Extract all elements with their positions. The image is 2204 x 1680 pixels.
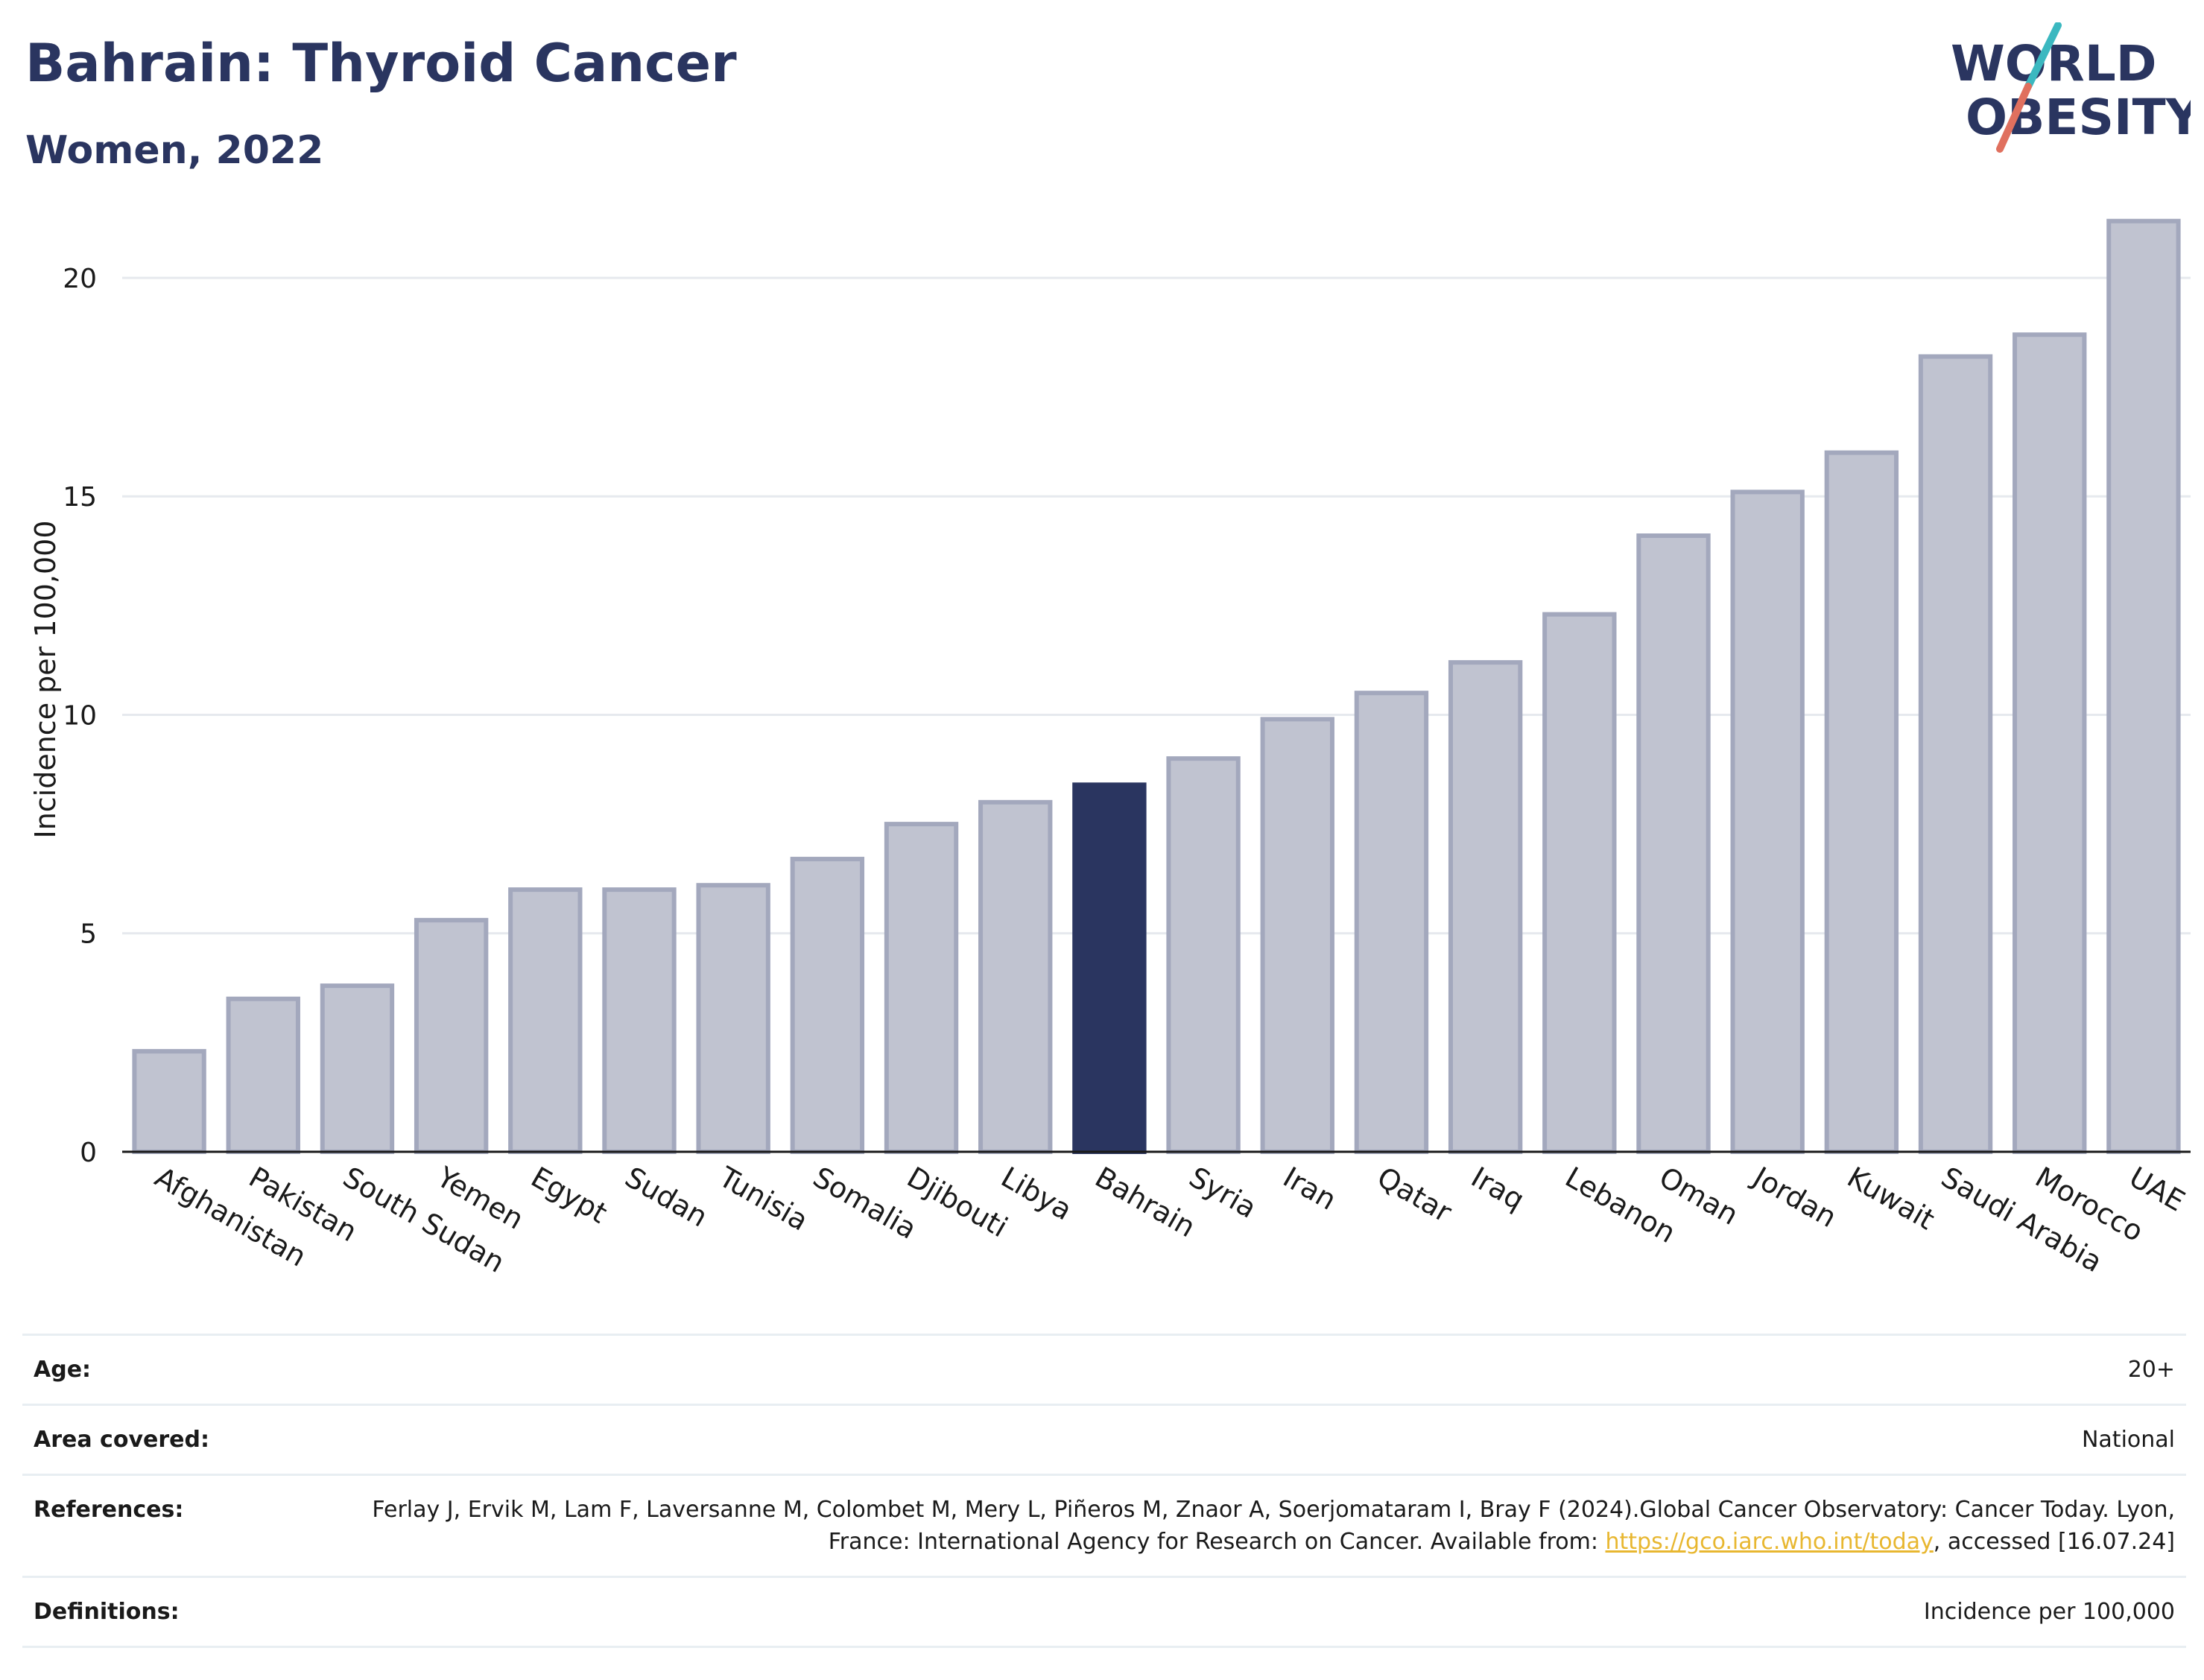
x-tick-label: Somalia	[808, 1161, 922, 1246]
bar-iran	[1260, 717, 1334, 1154]
x-tick-label: Saudi Arabia	[1936, 1161, 2108, 1279]
definitions-label: Definitions:	[34, 1599, 180, 1625]
bar-egypt	[508, 887, 583, 1154]
bars	[132, 218, 2181, 1155]
x-tick-label: Tunisia	[713, 1160, 814, 1237]
x-tick-label: Kuwait	[1842, 1161, 1940, 1237]
meta-row-age: Age: 20+	[22, 1334, 2186, 1405]
y-tick-label: 10	[63, 700, 97, 731]
bar-qatar	[1354, 691, 1429, 1154]
y-axis: 0 5 10 15 20	[63, 264, 97, 1168]
references-accessed: , accessed [16.07.24]	[1933, 1529, 2175, 1555]
chart-subtitle: Women, 2022	[25, 128, 324, 173]
meta-row-area: Area covered: National	[22, 1404, 2186, 1475]
x-tick-label: Jordan	[1747, 1160, 1842, 1234]
logo-word-world: WORLD	[1951, 35, 2157, 92]
bar-jordan	[1730, 489, 1805, 1154]
bar-libya	[978, 799, 1053, 1154]
y-tick-label: 15	[63, 482, 97, 513]
meta-row-references: References: Ferlay J, Ervik M, Lam F, La…	[22, 1474, 2186, 1577]
bar-syria	[1166, 756, 1241, 1154]
bar-djibouti	[884, 822, 959, 1155]
bar-somalia	[790, 857, 865, 1155]
age-label: Age:	[34, 1357, 92, 1383]
meta-row-definitions: Definitions: Incidence per 100,000	[22, 1576, 2186, 1647]
y-tick-label: 20	[63, 264, 97, 294]
area-value: National	[2081, 1427, 2175, 1453]
bar-tunisia	[696, 883, 770, 1154]
x-tick-label: Iraq	[1466, 1161, 1530, 1217]
logo-slash-coral	[1996, 83, 2032, 153]
bar-oman	[1636, 533, 1711, 1154]
logo-slash-teal	[2024, 22, 2062, 90]
bar-pakistan	[226, 996, 300, 1155]
area-label: Area covered:	[34, 1427, 209, 1453]
bar-iraq	[1448, 660, 1523, 1154]
bar-sudan	[602, 887, 677, 1154]
x-tick-label: Djibouti	[902, 1161, 1013, 1244]
chart-title: Bahrain: Thyroid Cancer	[25, 33, 737, 94]
world-obesity-logo: WORLD OBESITY	[1951, 22, 2191, 153]
bar-south-sudan	[320, 983, 395, 1155]
x-tick-label: Iran	[1278, 1161, 1342, 1217]
x-tick-label: South Sudan	[338, 1161, 510, 1279]
bar-lebanon	[1542, 612, 1617, 1154]
bar-bahrain	[1072, 782, 1147, 1154]
y-tick-label: 0	[80, 1138, 97, 1168]
bar-saudi-arabia	[1918, 354, 1993, 1154]
x-tick-label: UAE	[2124, 1161, 2190, 1218]
x-tick-label: Qatar	[1372, 1161, 1457, 1229]
references-text: Ferlay J, Ervik M, Lam F, Laversanne M, …	[372, 1497, 2175, 1555]
x-tick-label: Sudan	[620, 1161, 714, 1234]
y-tick-label: 5	[80, 919, 97, 950]
references-link[interactable]: https://gco.iarc.who.int/today	[1605, 1529, 1934, 1555]
bar-uae	[2106, 218, 2181, 1154]
references-value: Ferlay J, Ervik M, Lam F, Laversanne M, …	[313, 1475, 2186, 1577]
bar-yemen	[414, 918, 489, 1154]
age-value: 20+	[2127, 1357, 2175, 1383]
bar-morocco	[2013, 332, 2087, 1154]
bar-afghanistan	[132, 1049, 206, 1154]
definitions-value: Incidence per 100,000	[1923, 1599, 2175, 1625]
x-tick-label: Bahrain	[1089, 1161, 1200, 1244]
bar-kuwait	[1824, 450, 1899, 1154]
metadata-table: Age: 20+ Area covered: National Referenc…	[22, 1334, 2186, 1648]
y-axis-label: Incidence per 100,000	[29, 520, 62, 838]
references-label: References:	[34, 1497, 184, 1523]
x-tick-label: Egypt	[525, 1161, 612, 1230]
